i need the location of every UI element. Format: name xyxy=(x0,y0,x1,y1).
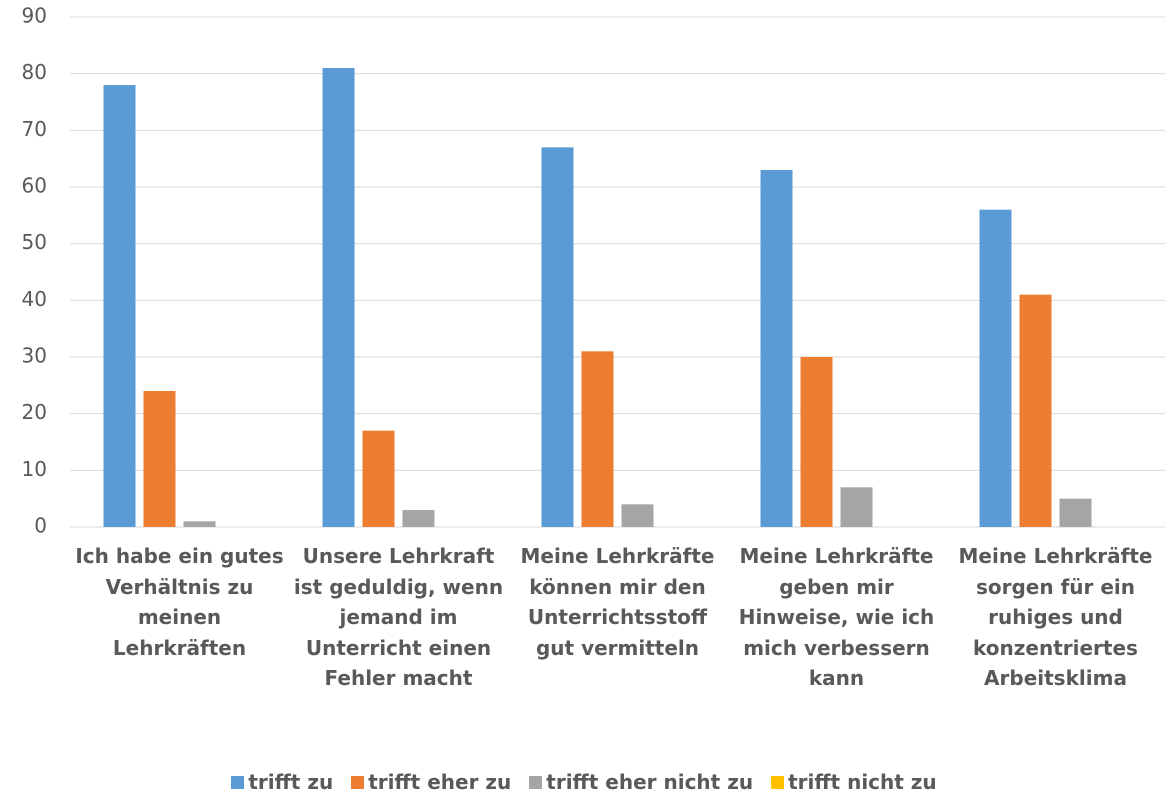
legend-item: trifft nicht zu xyxy=(771,770,937,794)
bar xyxy=(541,147,574,528)
bar xyxy=(402,510,435,527)
legend-item: trifft eher zu xyxy=(351,770,511,794)
bar xyxy=(581,351,614,527)
x-tick-label: Unsere Lehrkraft ist geduldig, wenn jema… xyxy=(293,544,504,690)
x-tick-label: Meine Lehrkräfte können mir den Unterric… xyxy=(520,544,715,660)
legend-label: trifft eher zu xyxy=(368,770,512,794)
y-tick-label: 60 xyxy=(22,174,47,198)
bar xyxy=(362,430,395,527)
legend-swatch xyxy=(529,775,543,789)
bar xyxy=(979,209,1012,527)
y-tick-label: 40 xyxy=(22,287,47,311)
y-tick-label: 80 xyxy=(22,60,47,84)
x-tick-label: Meine Lehrkräfte geben mir Hinweise, wie… xyxy=(738,544,935,690)
legend-swatch xyxy=(771,775,785,789)
y-tick-label: 30 xyxy=(22,344,47,368)
y-tick-label: 0 xyxy=(34,514,47,538)
legend-swatch xyxy=(231,775,245,789)
legend-item: trifft zu xyxy=(231,770,333,794)
y-tick-label: 20 xyxy=(22,400,47,424)
x-tick-label: Meine Lehrkräfte sorgen für ein ruhiges … xyxy=(958,544,1153,690)
y-tick-label: 50 xyxy=(22,230,47,254)
bar xyxy=(760,170,793,527)
legend-label: trifft zu xyxy=(248,770,334,794)
bar xyxy=(800,357,833,527)
bar xyxy=(621,504,654,527)
y-tick-label: 10 xyxy=(22,457,47,481)
bar xyxy=(143,391,176,527)
x-tick-label: Ich habe ein gutes Verhältnis zu meinen … xyxy=(75,544,284,660)
legend-item: trifft eher nicht zu xyxy=(529,770,753,794)
y-tick-label: 90 xyxy=(22,4,47,28)
bar xyxy=(183,521,216,527)
legend: trifft zu trifft eher zu trifft eher nicht… xyxy=(0,770,1168,794)
legend-label: trifft nicht zu xyxy=(788,770,937,794)
legend-swatch xyxy=(351,775,365,789)
y-tick-label: 70 xyxy=(22,117,47,141)
legend-label: trifft eher nicht zu xyxy=(546,770,754,794)
bar xyxy=(103,85,136,527)
bar xyxy=(322,68,355,527)
bar xyxy=(1019,294,1052,527)
bar xyxy=(840,487,873,527)
bar xyxy=(1059,498,1092,527)
